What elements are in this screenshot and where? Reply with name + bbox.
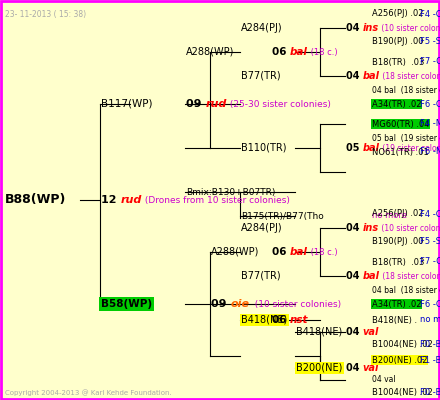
Text: 06: 06 [272,47,290,57]
Text: B117(WP): B117(WP) [101,99,153,109]
Text: (19 sister colonies): (19 sister colonies) [380,144,440,152]
Text: A256(PJ) .02: A256(PJ) .02 [372,210,423,218]
Text: ins: ins [363,223,379,233]
Text: B418(NE): B418(NE) [296,327,342,337]
Text: F5 -Sardast93R: F5 -Sardast93R [420,38,440,46]
Text: F7 -Old_Lady: F7 -Old_Lady [420,258,440,266]
Text: F4 -MG00R: F4 -MG00R [420,120,440,128]
Text: bal: bal [290,47,308,57]
Text: B200(NE): B200(NE) [296,363,342,373]
Text: B58(WP): B58(WP) [101,299,152,309]
Text: bal: bal [363,143,380,153]
Text: B175(TR)/B77(Tho: B175(TR)/B77(Tho [241,212,324,220]
Text: 04 val: 04 val [372,376,396,384]
Text: 06: 06 [272,247,290,257]
Text: (25-30 sister colonies): (25-30 sister colonies) [227,100,330,108]
Text: A284(PJ): A284(PJ) [241,23,282,33]
Text: val: val [363,363,379,373]
Text: Bmix:B130+B07TR): Bmix:B130+B07TR) [186,188,275,196]
Text: B77(TR): B77(TR) [241,271,281,281]
Text: (18 sister colonies): (18 sister colonies) [380,272,440,280]
Text: 09: 09 [211,299,231,309]
Text: B1004(NE) .02: B1004(NE) .02 [372,388,433,396]
Text: MG60(TR) .04: MG60(TR) .04 [372,120,429,128]
Text: bal: bal [363,71,380,81]
Text: 09: 09 [186,99,205,109]
Text: 12: 12 [101,195,121,205]
Text: B110(TR): B110(TR) [241,143,286,153]
Text: F5 -Sardast93R: F5 -Sardast93R [420,238,440,246]
Text: bal: bal [290,247,308,257]
Text: rud: rud [121,195,142,205]
Text: (18 sister colonies): (18 sister colonies) [380,72,440,80]
Text: B18(TR)  .03: B18(TR) .03 [372,258,424,266]
Text: oie: oie [231,299,249,309]
Text: B418(NE): B418(NE) [241,315,287,325]
Text: 23- 11-2013 ( 15: 38): 23- 11-2013 ( 15: 38) [5,10,86,19]
Text: A34(TR) .02: A34(TR) .02 [372,100,422,108]
Text: F0 -B1004(NE): F0 -B1004(NE) [420,388,440,396]
Text: B18(TR)  .03: B18(TR) .03 [372,58,424,66]
Text: Copyright 2004-2013 @ Karl Kehde Foundation.: Copyright 2004-2013 @ Karl Kehde Foundat… [5,389,172,396]
Text: F6 -Cankiri97Q: F6 -Cankiri97Q [420,100,440,108]
Text: 04: 04 [346,71,363,81]
Text: B77(TR): B77(TR) [241,71,281,81]
Text: NO61(TR) .01: NO61(TR) .01 [372,148,429,156]
Text: A256(PJ) .02: A256(PJ) .02 [372,10,423,18]
Text: 04: 04 [346,363,363,373]
Text: B190(PJ) .00: B190(PJ) .00 [372,38,423,46]
Text: F7 -Old_Lady: F7 -Old_Lady [420,58,440,66]
Text: (18 c.): (18 c.) [308,48,337,56]
Text: A284(PJ): A284(PJ) [241,223,282,233]
Text: B200(NE) .02: B200(NE) .02 [372,356,428,364]
Text: val: val [363,327,379,337]
Text: F1 -B200(NE): F1 -B200(NE) [420,356,440,364]
Text: ins: ins [363,23,379,33]
Text: F0 -B1004(NE): F0 -B1004(NE) [420,340,440,348]
Text: 04 bal  (18 sister colonies): 04 bal (18 sister colonies) [372,86,440,94]
Text: B190(PJ) .00: B190(PJ) .00 [372,238,423,246]
Text: F4 -Cankiri97Q: F4 -Cankiri97Q [420,210,440,218]
Text: no more: no more [372,212,407,220]
Text: F6 -Cankiri97Q: F6 -Cankiri97Q [420,300,440,308]
Text: 04: 04 [346,23,363,33]
Text: 05 bal  (19 sister colonies): 05 bal (19 sister colonies) [372,134,440,142]
Text: 06: 06 [272,315,290,325]
Text: (10 sister colonies): (10 sister colonies) [379,224,440,232]
Text: 05: 05 [346,143,363,153]
Text: A288(WP): A288(WP) [211,247,259,257]
Text: 04: 04 [346,223,363,233]
Text: no more: no more [420,316,440,324]
Text: (Drones from 10 sister colonies): (Drones from 10 sister colonies) [142,196,290,204]
Text: (18 c.): (18 c.) [308,248,337,256]
Text: nst: nst [290,315,308,325]
Text: (10 sister colonies): (10 sister colonies) [379,24,440,32]
Text: 04: 04 [346,271,363,281]
Text: 04 bal  (18 sister colonies): 04 bal (18 sister colonies) [372,286,440,294]
Text: A34(TR) .02: A34(TR) .02 [372,300,422,308]
Text: (10 sister colonies): (10 sister colonies) [249,300,341,308]
Text: F4 -Cankiri97Q: F4 -Cankiri97Q [420,10,440,18]
Text: rud: rud [205,99,227,109]
Text: B88(WP): B88(WP) [5,194,66,206]
Text: F6 -NO6294R: F6 -NO6294R [420,148,440,156]
Text: 04: 04 [346,327,363,337]
Text: B418(NE) .: B418(NE) . [372,316,417,324]
Text: A288(WP): A288(WP) [186,47,235,57]
Text: bal: bal [363,271,380,281]
Text: B1004(NE) .02: B1004(NE) .02 [372,340,433,348]
